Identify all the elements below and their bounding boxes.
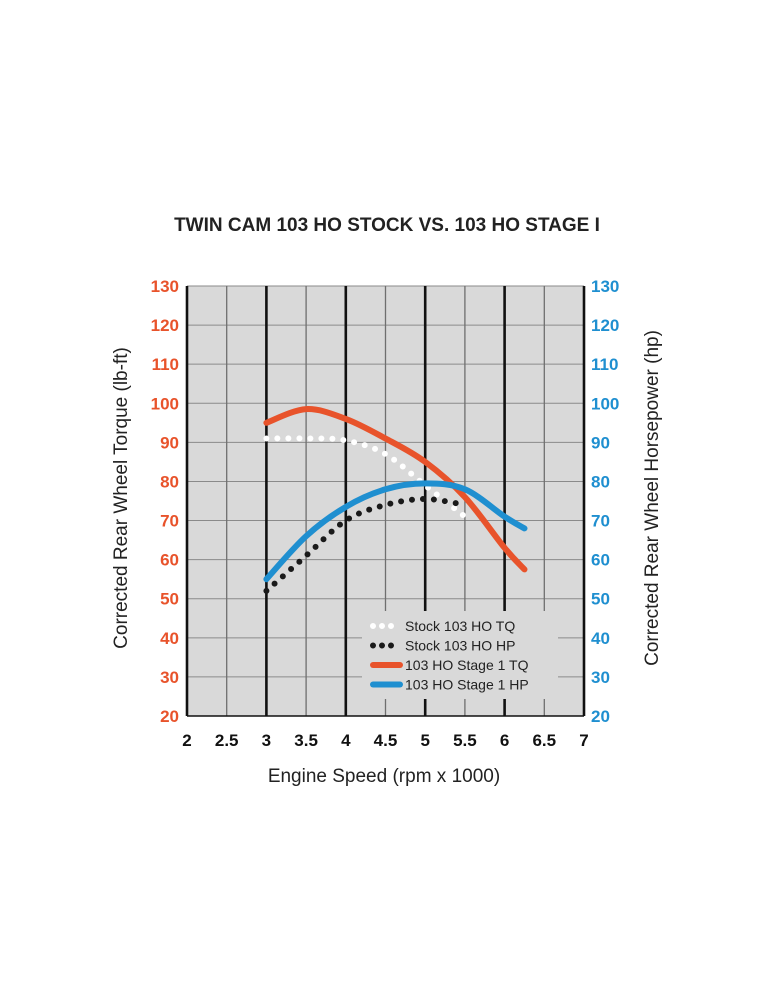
y-tick-right-label: 100 (591, 394, 619, 413)
y-tick-left-label: 50 (160, 590, 179, 609)
y-tick-right-label: 60 (591, 551, 610, 570)
y-tick-left-label: 120 (151, 316, 179, 335)
y-tick-right-label: 110 (591, 355, 618, 374)
x-axis-label: Engine Speed (rpm x 1000) (268, 766, 500, 787)
x-tick-label: 4.5 (374, 731, 398, 750)
legend-label: 103 HO Stage 1 HP (405, 677, 529, 693)
y-tick-left-label: 30 (160, 668, 179, 687)
chart-title: TWIN CAM 103 HO STOCK VS. 103 HO STAGE I (174, 215, 600, 236)
x-tick-label: 5.5 (453, 731, 477, 750)
y-tick-left-label: 110 (152, 355, 179, 374)
y-tick-right-label: 90 (591, 433, 610, 452)
y-tick-left-label: 90 (160, 433, 179, 452)
y-tick-left-label: 130 (151, 277, 179, 296)
legend-label: 103 HO Stage 1 TQ (405, 657, 529, 673)
series-line-103-ho-stage-1-hp (263, 480, 528, 583)
y-tick-right-label: 30 (591, 668, 610, 687)
legend-label: Stock 103 HO TQ (405, 618, 515, 634)
x-tick-label: 7 (579, 731, 588, 750)
y-tick-right-label: 50 (591, 590, 610, 609)
series-line-stock-103-ho-tq (263, 435, 468, 520)
x-tick-label: 3 (262, 731, 271, 750)
x-tick-label: 6.5 (532, 731, 556, 750)
y-tick-left-label: 40 (160, 629, 179, 648)
x-tick-label: 5 (420, 731, 429, 750)
y-tick-left-label: 100 (151, 394, 179, 413)
y-tick-right-label: 20 (591, 707, 610, 726)
x-tick-label: 2 (182, 731, 191, 750)
y-axis-label-left: Corrected Rear Wheel Torque (lb-ft) (111, 347, 132, 649)
x-tick-label: 2.5 (215, 731, 239, 750)
y-tick-left-label: 20 (160, 707, 179, 726)
y-tick-left-label: 60 (160, 551, 179, 570)
series-line-103-ho-stage-1-tq (263, 406, 528, 573)
x-tick-label: 6 (500, 731, 509, 750)
y-tick-right-label: 70 (591, 512, 610, 531)
legend-label: Stock 103 HO HP (405, 638, 516, 654)
y-tick-left-label: 70 (160, 512, 179, 531)
y-axis-label-right: Corrected Rear Wheel Horsepower (hp) (642, 330, 663, 666)
legend: Stock 103 HO TQ Stock 103 HO HP 103 HO Sta… (362, 611, 558, 699)
y-tick-right-label: 120 (591, 316, 619, 335)
x-tick-label: 4 (341, 731, 351, 750)
y-tick-right-label: 40 (591, 629, 610, 648)
x-tick-label: 3.5 (294, 731, 318, 750)
series (263, 406, 528, 594)
ticks: 20 20 30 30 40 40 50 50 60 60 70 70 80 80 90 90 100 100 11… (151, 277, 620, 750)
y-tick-right-label: 80 (591, 472, 610, 491)
y-tick-left-label: 80 (160, 472, 179, 491)
y-tick-right-label: 130 (591, 277, 619, 296)
